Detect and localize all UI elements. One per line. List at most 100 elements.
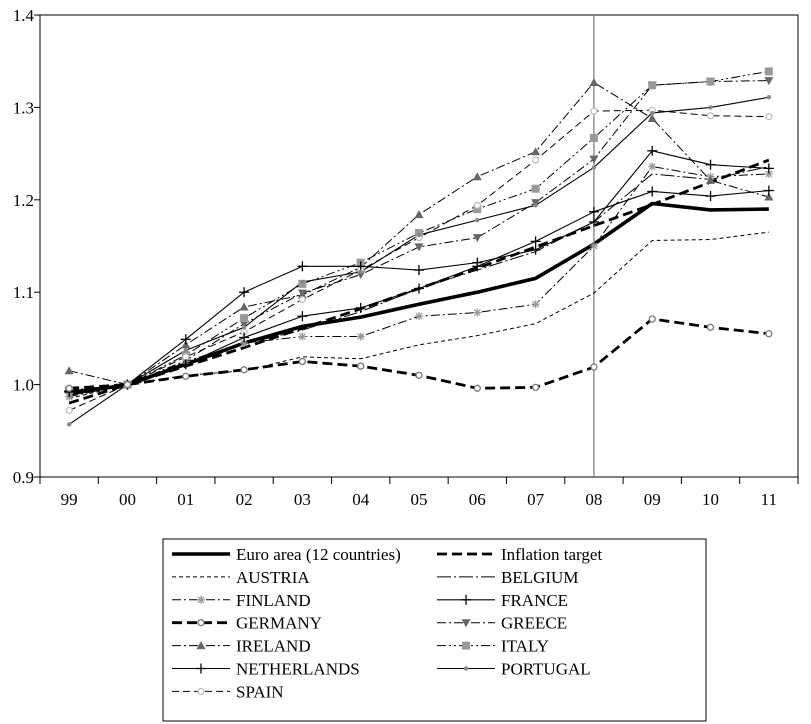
legend-item-austria: AUSTRIA bbox=[172, 568, 310, 587]
point-italy-06 bbox=[473, 205, 482, 214]
point-greece-11 bbox=[764, 77, 774, 86]
x-tick-label-7: 06 bbox=[469, 490, 486, 509]
point-germany-06 bbox=[473, 384, 481, 392]
legend-item-spain: SPAIN bbox=[172, 682, 284, 701]
point-portugal-03 bbox=[300, 279, 305, 285]
point-greece-04 bbox=[356, 271, 366, 280]
point-spain-08 bbox=[590, 107, 598, 115]
point-germany-99 bbox=[65, 384, 73, 392]
point-germany-11 bbox=[765, 330, 773, 338]
point-netherlands-10 bbox=[705, 159, 716, 170]
x-tick-label-6: 05 bbox=[411, 490, 428, 509]
legend-item-euro-area-12-countries: Euro area (12 countries) bbox=[172, 545, 401, 564]
legend-item-italy: ITALY bbox=[437, 637, 549, 656]
legend-marker-greece bbox=[461, 619, 471, 628]
legend-label-netherlands: NETHERLANDS bbox=[236, 660, 360, 679]
x-tick-label-11: 10 bbox=[702, 490, 719, 509]
legend-label-greece: GREECE bbox=[501, 614, 567, 633]
x-tick-label-3: 02 bbox=[236, 490, 253, 509]
point-germany-09 bbox=[648, 315, 656, 323]
point-finland-05 bbox=[415, 312, 423, 321]
legend-label-inflation-target: Inflation target bbox=[501, 545, 602, 564]
point-portugal-11 bbox=[766, 95, 772, 100]
point-france-09 bbox=[647, 186, 658, 197]
point-netherlands-02 bbox=[239, 287, 250, 298]
legend-item-inflation-target: Inflation target bbox=[437, 545, 602, 564]
point-spain-11 bbox=[765, 113, 773, 121]
point-italy-09 bbox=[648, 81, 657, 90]
point-netherlands-08 bbox=[588, 216, 599, 227]
legend-label-france: FRANCE bbox=[501, 591, 568, 610]
y-tick-label-3: 1.2 bbox=[13, 191, 34, 210]
point-ireland-09 bbox=[647, 113, 657, 122]
legend-label-portugal: PORTUGAL bbox=[501, 660, 591, 679]
point-italy-11 bbox=[764, 67, 773, 76]
point-finland-04 bbox=[356, 332, 365, 341]
point-finland-09 bbox=[648, 162, 657, 171]
legend-item-germany: GERMANY bbox=[172, 614, 322, 633]
point-portugal-04 bbox=[358, 269, 363, 275]
point-france-11 bbox=[763, 185, 774, 196]
axis-layer: 0.9 1.0 1.1 1.2 1.3 1.4 99 00 01 02 03 04 05 06 07 08 09… bbox=[13, 6, 799, 509]
point-germany-08 bbox=[590, 363, 598, 371]
point-spain-01 bbox=[182, 353, 190, 361]
point-germany-10 bbox=[706, 323, 715, 331]
legend-marker-france bbox=[461, 594, 471, 605]
x-tick-label-4: 03 bbox=[294, 490, 311, 509]
x-tick-label-10: 09 bbox=[644, 490, 661, 509]
point-spain-10 bbox=[706, 112, 715, 120]
x-tick-label-1: 00 bbox=[119, 490, 136, 509]
point-spain-07 bbox=[532, 156, 540, 164]
point-netherlands-01 bbox=[180, 334, 191, 345]
legend-marker-germany bbox=[197, 619, 205, 627]
point-germany-07 bbox=[531, 383, 540, 392]
point-portugal-10 bbox=[708, 105, 713, 110]
y-tick-label-0: 0.9 bbox=[13, 468, 34, 487]
legend-item-netherlands: NETHERLANDS bbox=[172, 660, 360, 679]
legend-marker-ireland bbox=[196, 641, 206, 650]
point-netherlands-06 bbox=[472, 257, 483, 268]
point-ireland-01 bbox=[181, 340, 191, 349]
point-ireland-03 bbox=[297, 290, 307, 299]
legend-label-germany: GERMANY bbox=[236, 614, 322, 633]
point-greece-08 bbox=[589, 155, 599, 164]
point-spain-06 bbox=[473, 201, 481, 209]
marker-layer bbox=[64, 67, 774, 427]
point-portugal-06 bbox=[475, 217, 480, 223]
legend-label-belgium: BELGIUM bbox=[501, 568, 578, 587]
series-line-belgium bbox=[69, 166, 769, 395]
y-tick-label-5: 1.4 bbox=[13, 6, 35, 25]
point-france-02 bbox=[239, 332, 250, 343]
legend-item-ireland: IRELAND bbox=[172, 637, 311, 656]
point-france-08 bbox=[588, 206, 599, 217]
point-ireland-07 bbox=[531, 147, 541, 156]
point-france-01 bbox=[180, 359, 191, 370]
point-ireland-99 bbox=[64, 366, 74, 375]
point-france-04 bbox=[355, 302, 366, 313]
point-finland-07 bbox=[531, 300, 540, 309]
x-tick-label-12: 11 bbox=[761, 490, 777, 509]
legend-marker-finland bbox=[197, 595, 205, 604]
point-portugal-05 bbox=[416, 232, 422, 238]
series-line-austria bbox=[69, 231, 769, 399]
point-spain-03 bbox=[298, 295, 306, 304]
legend-label-spain: SPAIN bbox=[236, 682, 284, 701]
point-ireland-08 bbox=[589, 77, 599, 86]
point-italy-02 bbox=[240, 314, 249, 323]
point-portugal-99 bbox=[66, 422, 72, 427]
x-tick-label-0: 99 bbox=[61, 490, 78, 509]
point-ireland-10 bbox=[706, 175, 716, 184]
point-netherlands-07 bbox=[530, 244, 541, 255]
x-tick-label-9: 08 bbox=[585, 490, 602, 509]
point-netherlands-04 bbox=[355, 261, 366, 272]
point-ireland-06 bbox=[472, 172, 482, 181]
point-greece-05 bbox=[414, 243, 424, 252]
legend-label-euro-area-12-countries: Euro area (12 countries) bbox=[236, 545, 401, 564]
legend-box bbox=[162, 538, 707, 722]
point-portugal-02 bbox=[241, 325, 247, 330]
point-portugal-08 bbox=[591, 165, 597, 170]
legend-label-austria: AUSTRIA bbox=[236, 568, 310, 587]
legend-marker-netherlands bbox=[196, 663, 206, 674]
point-ireland-02 bbox=[239, 302, 249, 311]
